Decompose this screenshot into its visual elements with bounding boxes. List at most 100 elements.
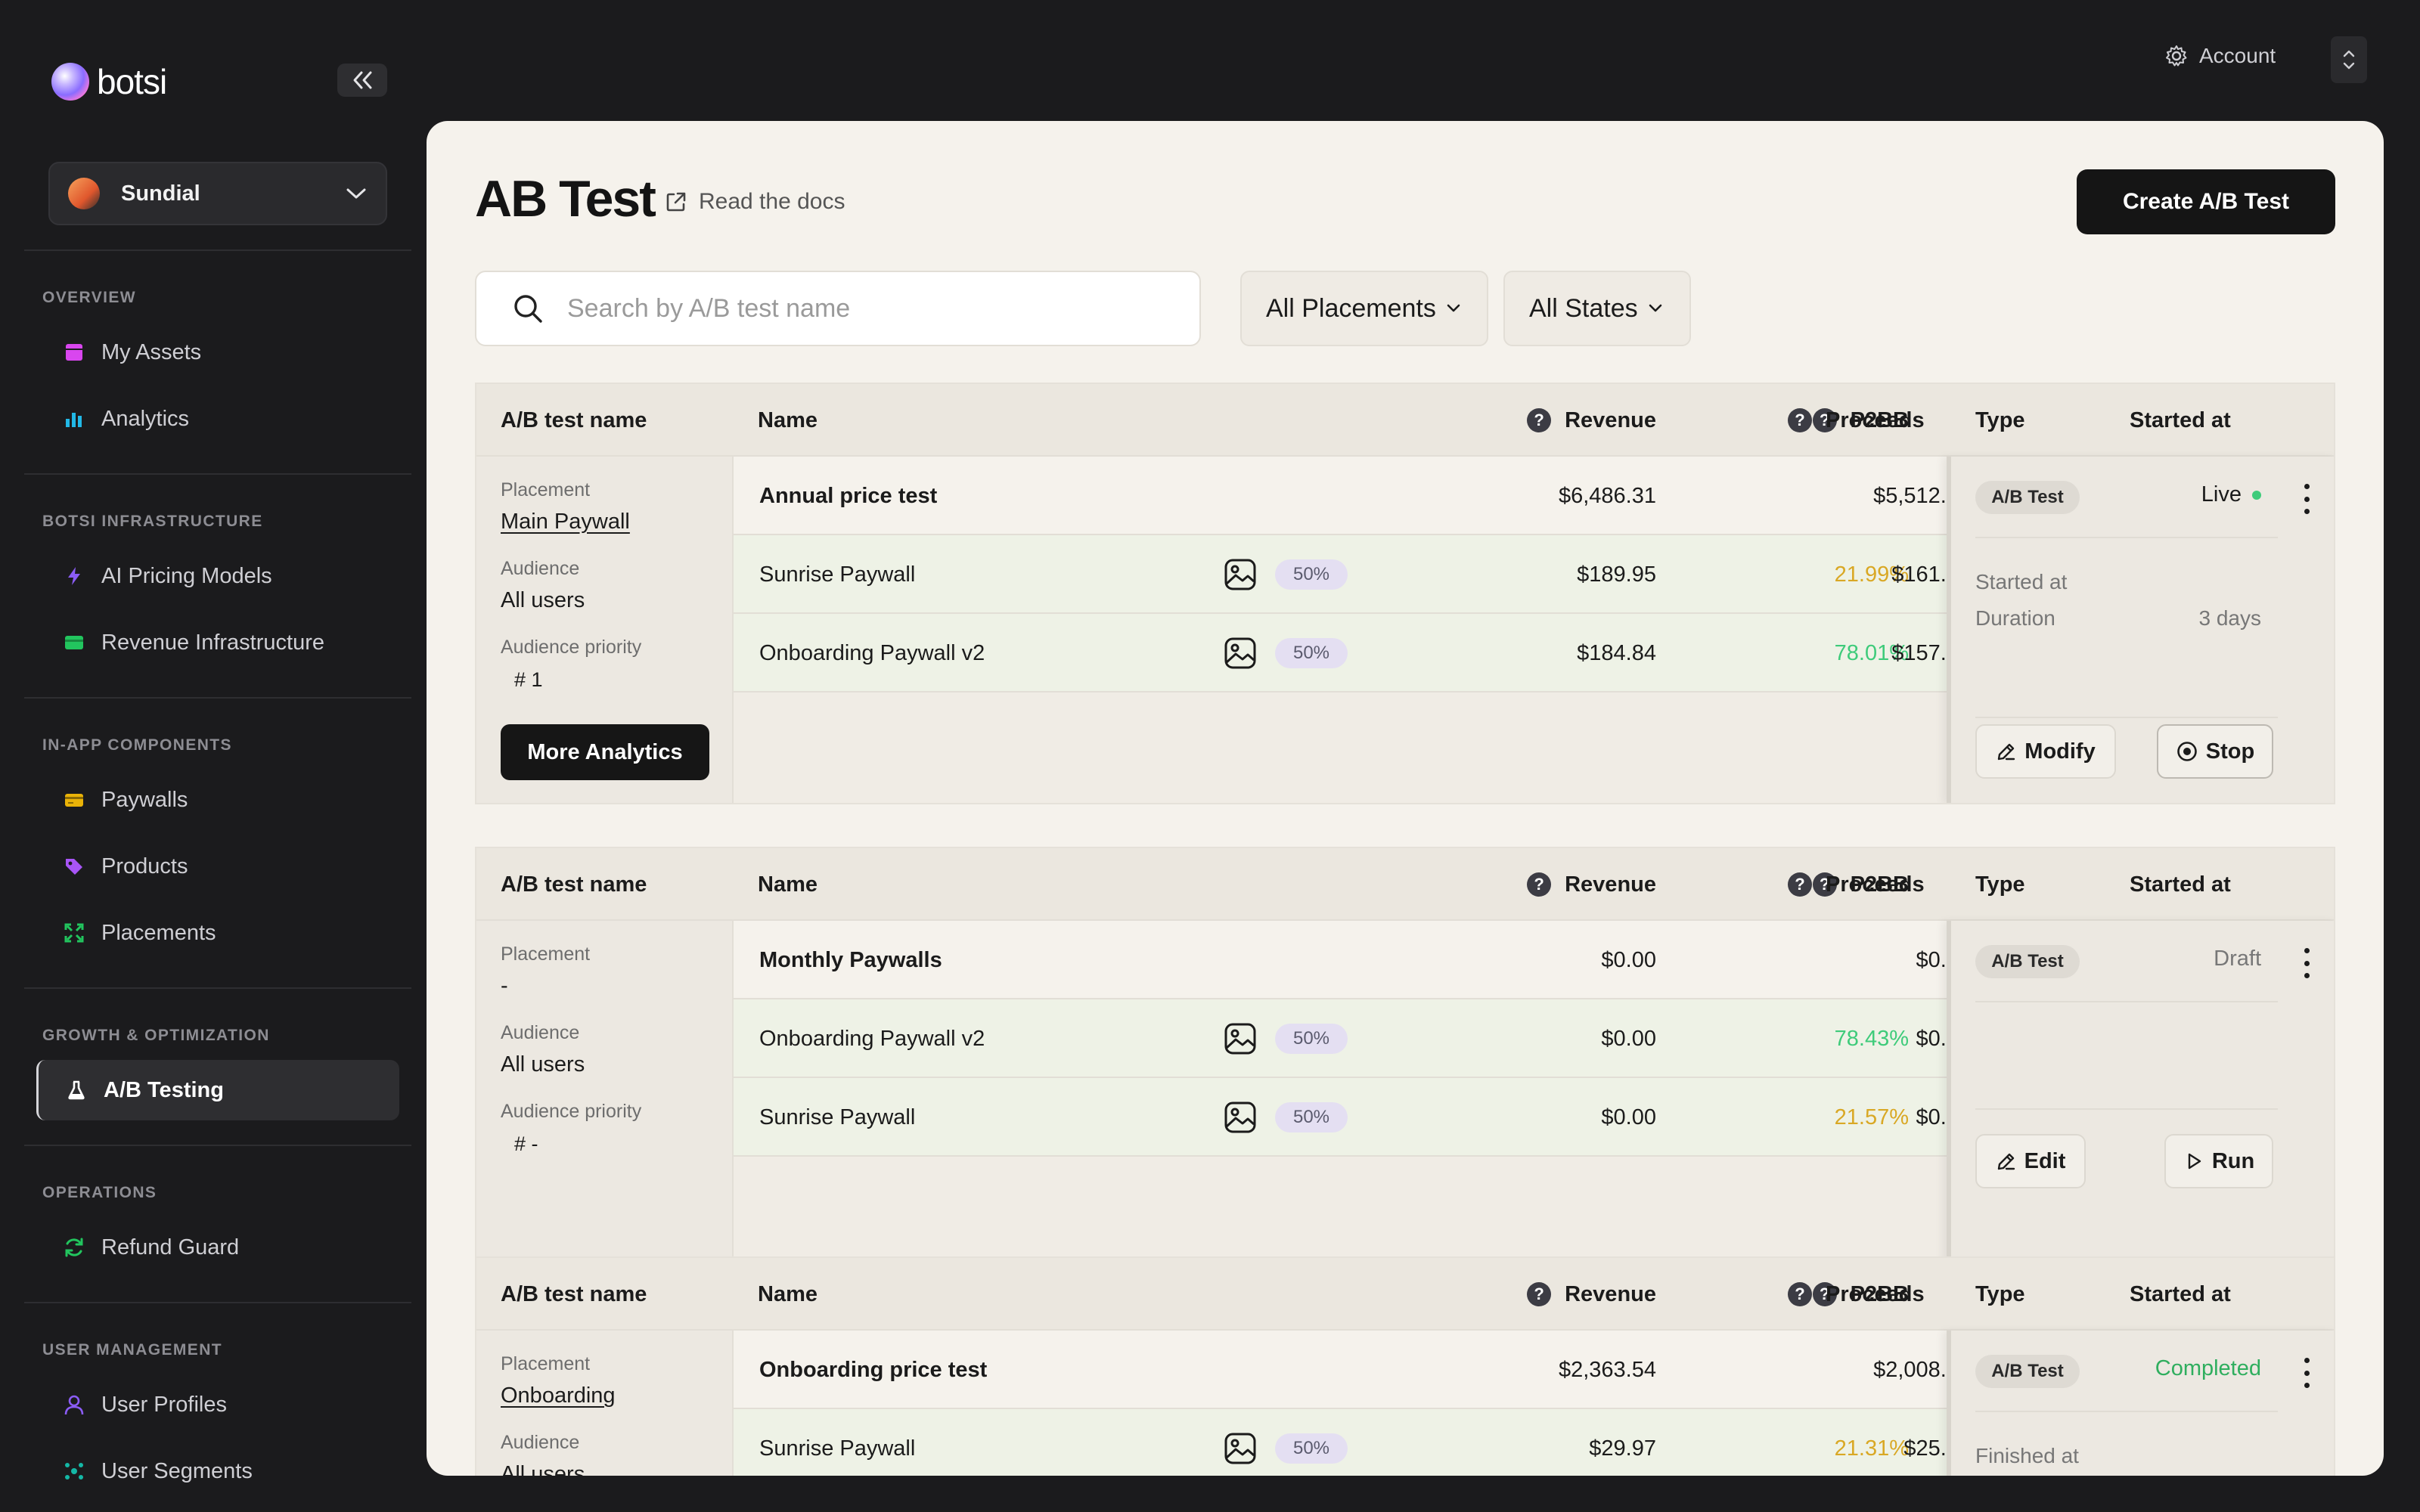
sidebar-item-products[interactable]: Products xyxy=(36,836,399,897)
p2bb-value: 78.43% xyxy=(1834,1026,1909,1051)
column-header-revenue[interactable]: ? Revenue xyxy=(1384,1258,1656,1331)
help-icon[interactable]: ? xyxy=(1812,872,1837,897)
audience-value: All users xyxy=(501,1462,585,1476)
column-header-label: Revenue xyxy=(1565,872,1656,897)
weight-badge: 50% xyxy=(1275,1102,1348,1132)
help-icon[interactable]: ? xyxy=(1788,1282,1812,1306)
audience-value: All users xyxy=(501,1052,585,1077)
column-header-proceeds[interactable]: ? Proceeds xyxy=(1788,384,1947,457)
image-icon[interactable] xyxy=(1222,556,1258,593)
states-filter[interactable]: All States xyxy=(1503,271,1691,346)
sidebar-item-ab-testing[interactable]: A/B Testing xyxy=(36,1060,399,1120)
image-icon[interactable] xyxy=(1222,1021,1258,1057)
table-row[interactable]: Sunrise Paywall 50% $0.00 21.57% $0.0 xyxy=(734,1078,1947,1157)
sidebar-item-refund-guard[interactable]: Refund Guard xyxy=(36,1217,399,1278)
placement-link[interactable]: Onboarding xyxy=(501,1383,616,1408)
variant-name: Sunrise Paywall xyxy=(759,1436,916,1461)
sidebar-divider xyxy=(24,987,411,989)
sidebar-item-placements[interactable]: Placements xyxy=(36,903,399,963)
table-row[interactable]: Onboarding price test $2,363.54 $2,008.7 xyxy=(734,1331,1947,1409)
table-row[interactable]: Annual price test $6,486.31 $5,512.8 xyxy=(734,457,1947,535)
column-header-started-at: Started at xyxy=(2130,407,2231,432)
modify-button[interactable]: Modify xyxy=(1975,724,2116,779)
column-header-label: Revenue xyxy=(1565,407,1656,432)
pencil-icon xyxy=(1997,1153,2015,1170)
p2bb-value: 21.31% xyxy=(1834,1436,1909,1461)
variant-name: Onboarding Paywall v2 xyxy=(759,640,985,665)
help-icon[interactable]: ? xyxy=(1527,408,1552,432)
chevron-down-icon xyxy=(1447,304,1460,312)
sidebar-item-revenue-infrastructure[interactable]: Revenue Infrastructure xyxy=(36,612,399,673)
search-input[interactable] xyxy=(567,293,1142,324)
sidebar-item-user-profiles[interactable]: User Profiles xyxy=(36,1374,399,1435)
section-label-infrastructure: BOTSI INFRASTRUCTURE xyxy=(42,513,263,530)
placements-filter[interactable]: All Placements xyxy=(1240,271,1488,346)
proceeds-value: $161.4 xyxy=(1891,562,1947,587)
image-icon[interactable] xyxy=(1222,1099,1258,1136)
run-button[interactable]: Run xyxy=(2164,1134,2273,1188)
create-ab-test-button[interactable]: Create A/B Test xyxy=(2077,169,2335,234)
pencil-icon xyxy=(1998,743,2015,761)
column-header-proceeds[interactable]: ? Proceeds xyxy=(1788,848,1947,921)
more-options-icon[interactable] xyxy=(2299,478,2314,520)
card-icon xyxy=(62,788,86,812)
page-title: AB Test xyxy=(475,170,656,228)
edit-button[interactable]: Edit xyxy=(1975,1134,2086,1188)
table-row[interactable]: Onboarding Paywall v2 50% $184.84 78.01%… xyxy=(734,614,1947,692)
column-header-revenue[interactable]: ? Revenue xyxy=(1384,848,1656,921)
column-header-p2bb[interactable]: ? P2BB xyxy=(1686,384,1909,457)
collapse-sidebar-button[interactable] xyxy=(337,64,387,97)
help-icon[interactable]: ? xyxy=(1788,872,1812,897)
sidebar-item-user-segments[interactable]: User Segments xyxy=(36,1441,399,1501)
sidebar-item-analytics[interactable]: Analytics xyxy=(36,389,399,449)
sidebar-item-ai-pricing-models[interactable]: AI Pricing Models xyxy=(36,546,399,606)
more-options-icon[interactable] xyxy=(2299,1352,2314,1394)
test-meta: Placement Onboarding Audience All users xyxy=(476,1331,734,1476)
column-header-p2bb[interactable]: ? P2BB xyxy=(1686,848,1909,921)
expand-toggle-button[interactable] xyxy=(2331,36,2367,83)
modify-label: Modify xyxy=(2024,739,2096,764)
table-row[interactable]: Monthly Paywalls $0.00 $0.0 xyxy=(734,921,1947,999)
column-header-proceeds[interactable]: ? Proceeds xyxy=(1788,1258,1947,1331)
panel-divider xyxy=(1975,1411,2278,1412)
sidebar-item-label: Placements xyxy=(101,920,216,945)
search-box[interactable] xyxy=(475,271,1201,346)
proceeds-value: $25.4 xyxy=(1903,1436,1947,1461)
audience-priority-label: Audience priority xyxy=(501,1101,642,1122)
read-docs-link[interactable]: Read the docs xyxy=(664,189,845,215)
help-icon[interactable]: ? xyxy=(1812,408,1837,432)
image-icon[interactable] xyxy=(1222,1430,1258,1467)
audience-priority-label: Audience priority xyxy=(501,637,642,658)
sidebar-divider xyxy=(24,473,411,475)
sidebar-item-label: User Segments xyxy=(101,1458,253,1483)
table-row[interactable]: Sunrise Paywall 50% $189.95 21.99% $161.… xyxy=(734,535,1947,614)
table-row[interactable]: Sunrise Paywall 50% $29.97 21.31% $25.4 xyxy=(734,1409,1947,1476)
image-icon[interactable] xyxy=(1222,635,1258,671)
column-header-p2bb[interactable]: ? P2BB xyxy=(1686,1258,1909,1331)
account-menu[interactable]: Account xyxy=(2164,44,2276,68)
sidebar-item-paywalls[interactable]: Paywalls xyxy=(36,770,399,830)
sidebar-item-label: My Assets xyxy=(101,339,202,364)
help-icon[interactable]: ? xyxy=(1788,408,1812,432)
gear-icon xyxy=(2166,45,2187,67)
help-icon[interactable]: ? xyxy=(1527,872,1552,897)
sidebar-item-my-assets[interactable]: My Assets xyxy=(36,322,399,383)
more-options-icon[interactable] xyxy=(2299,942,2314,984)
brand-logo[interactable]: botsi xyxy=(51,60,167,103)
more-analytics-button[interactable]: More Analytics xyxy=(501,724,709,780)
logo-orb-icon xyxy=(51,63,89,101)
chevron-down-icon xyxy=(1649,304,1661,312)
sidebar-item-label: Paywalls xyxy=(101,787,188,812)
column-header-revenue[interactable]: ? Revenue xyxy=(1384,384,1656,457)
revenue-value: $2,363.54 xyxy=(1558,1357,1656,1382)
help-icon[interactable]: ? xyxy=(1812,1282,1837,1306)
org-selector[interactable]: Sundial xyxy=(48,162,387,225)
play-icon xyxy=(2188,1153,2201,1170)
account-label: Account xyxy=(2199,44,2276,67)
stop-button[interactable]: Stop xyxy=(2157,724,2273,779)
column-header-label: Proceeds xyxy=(1826,407,1925,432)
help-icon[interactable]: ? xyxy=(1527,1282,1552,1306)
placement-link[interactable]: Main Paywall xyxy=(501,510,630,534)
stop-circle-icon xyxy=(2176,742,2197,761)
table-row[interactable]: Onboarding Paywall v2 50% $0.00 78.43% $… xyxy=(734,999,1947,1078)
